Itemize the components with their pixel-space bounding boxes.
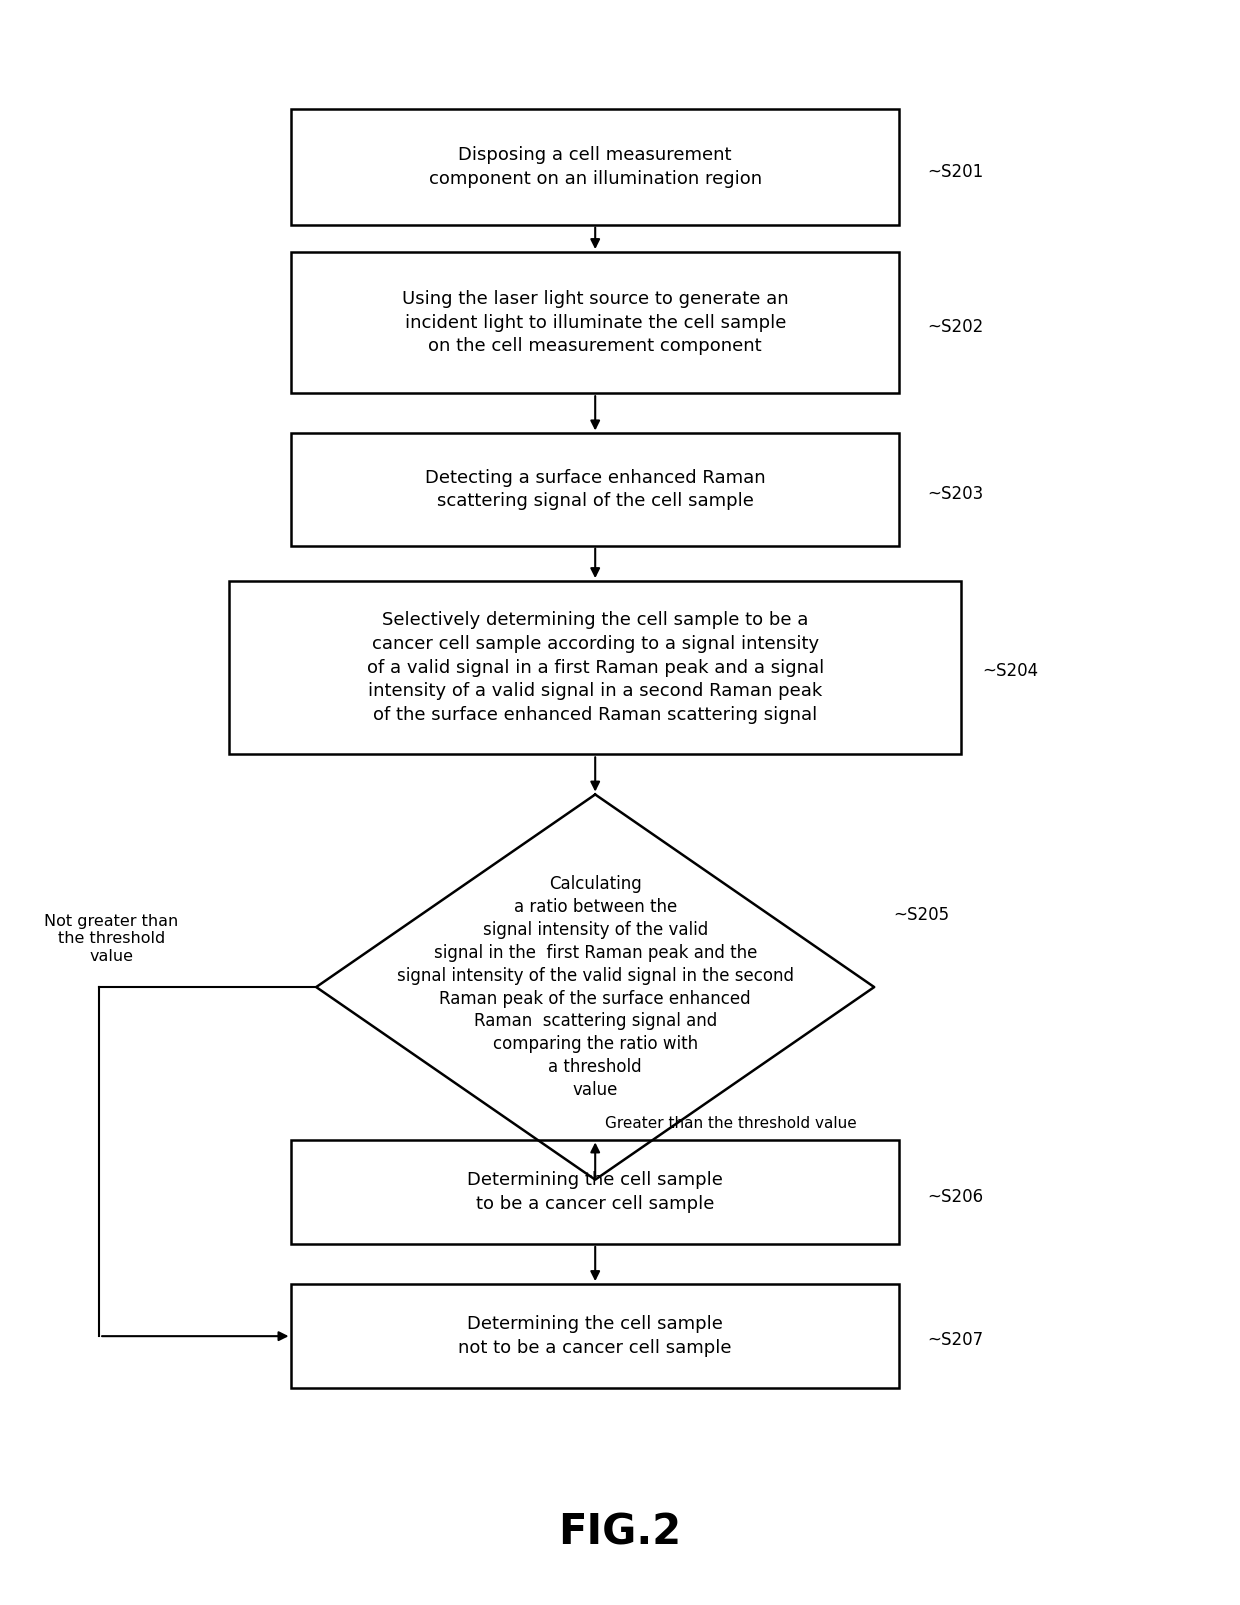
Text: Detecting a surface enhanced Raman
scattering signal of the cell sample: Detecting a surface enhanced Raman scatt… bbox=[425, 469, 765, 510]
Text: Calculating
a ratio between the
signal intensity of the valid
signal in the  fir: Calculating a ratio between the signal i… bbox=[397, 875, 794, 1099]
FancyBboxPatch shape bbox=[291, 109, 899, 225]
FancyBboxPatch shape bbox=[291, 433, 899, 546]
FancyBboxPatch shape bbox=[291, 1140, 899, 1244]
Text: Determining the cell sample
to be a cancer cell sample: Determining the cell sample to be a canc… bbox=[467, 1172, 723, 1212]
Text: Not greater than
the threshold
value: Not greater than the threshold value bbox=[45, 913, 179, 965]
Text: Selectively determining the cell sample to be a
cancer cell sample according to : Selectively determining the cell sample … bbox=[367, 612, 823, 724]
Text: ~S207: ~S207 bbox=[928, 1331, 983, 1350]
Polygon shape bbox=[316, 794, 874, 1180]
Text: ~S205: ~S205 bbox=[893, 905, 949, 924]
Text: Determining the cell sample
not to be a cancer cell sample: Determining the cell sample not to be a … bbox=[459, 1316, 732, 1356]
Text: ~S202: ~S202 bbox=[928, 318, 983, 337]
FancyBboxPatch shape bbox=[229, 581, 961, 754]
Text: Greater than the threshold value: Greater than the threshold value bbox=[605, 1115, 857, 1132]
FancyBboxPatch shape bbox=[291, 252, 899, 393]
Text: Using the laser light source to generate an
incident light to illuminate the cel: Using the laser light source to generate… bbox=[402, 291, 789, 355]
Text: ~S201: ~S201 bbox=[928, 162, 983, 181]
FancyBboxPatch shape bbox=[291, 1284, 899, 1388]
Text: ~S204: ~S204 bbox=[982, 661, 1038, 681]
Text: Disposing a cell measurement
component on an illumination region: Disposing a cell measurement component o… bbox=[429, 146, 761, 188]
Text: ~S206: ~S206 bbox=[928, 1188, 983, 1207]
Text: ~S203: ~S203 bbox=[928, 485, 983, 504]
Text: FIG.2: FIG.2 bbox=[558, 1512, 682, 1554]
